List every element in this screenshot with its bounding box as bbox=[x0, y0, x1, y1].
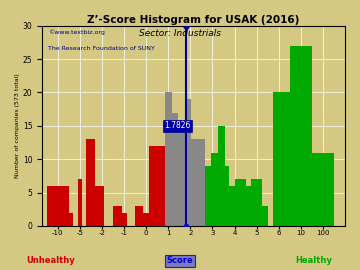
Text: Sector: Industrials: Sector: Industrials bbox=[139, 29, 221, 38]
Bar bbox=[157, 146, 165, 226]
Bar bbox=[135, 206, 143, 226]
Bar bbox=[290, 46, 312, 226]
Bar bbox=[86, 139, 95, 226]
Y-axis label: Number of companies (573 total): Number of companies (573 total) bbox=[15, 73, 20, 178]
Bar bbox=[95, 186, 104, 226]
Text: 1.7826: 1.7826 bbox=[164, 121, 190, 130]
Bar bbox=[64, 212, 73, 226]
Bar bbox=[257, 179, 262, 226]
Bar bbox=[234, 179, 240, 226]
Text: The Research Foundation of SUNY: The Research Foundation of SUNY bbox=[48, 46, 155, 51]
Bar bbox=[185, 99, 192, 226]
Bar bbox=[47, 186, 69, 226]
Bar bbox=[218, 126, 225, 226]
Bar bbox=[171, 113, 178, 226]
Bar bbox=[205, 166, 211, 226]
Bar bbox=[225, 166, 229, 226]
Bar bbox=[312, 153, 334, 226]
Bar bbox=[165, 93, 171, 226]
Bar bbox=[211, 153, 218, 226]
Text: Healthy: Healthy bbox=[295, 256, 332, 265]
Bar bbox=[121, 212, 127, 226]
Bar bbox=[113, 206, 122, 226]
Text: ©www.textbiz.org: ©www.textbiz.org bbox=[48, 30, 105, 35]
Bar bbox=[143, 212, 149, 226]
Bar bbox=[178, 126, 185, 226]
Bar bbox=[273, 93, 290, 226]
Text: Score: Score bbox=[167, 256, 193, 265]
Bar bbox=[78, 179, 82, 226]
Bar bbox=[229, 186, 234, 226]
Text: Unhealthy: Unhealthy bbox=[26, 256, 75, 265]
Bar bbox=[251, 179, 257, 226]
Bar bbox=[246, 186, 251, 226]
Bar bbox=[198, 139, 205, 226]
Title: Z’-Score Histogram for USAK (2016): Z’-Score Histogram for USAK (2016) bbox=[87, 15, 300, 25]
Bar bbox=[240, 179, 246, 226]
Bar bbox=[192, 139, 198, 226]
Bar bbox=[149, 146, 157, 226]
Bar bbox=[262, 206, 267, 226]
